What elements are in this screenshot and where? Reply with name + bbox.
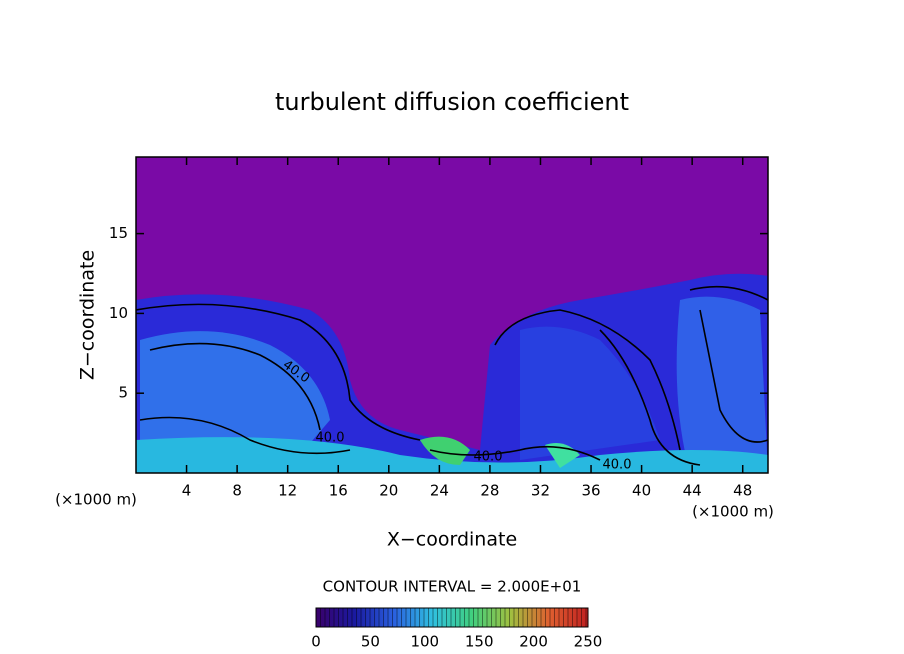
x-tick-label: 20: [379, 482, 398, 500]
colorbar-tick-label: 0: [311, 633, 321, 651]
x-tick-label: 36: [581, 482, 600, 500]
x-tick-label: 16: [329, 482, 348, 500]
x-axis-label: X−coordinate: [387, 529, 517, 551]
y-tick-label: 10: [109, 304, 128, 322]
x-tick-label: 28: [480, 482, 499, 500]
colorbar-tick-label: 250: [574, 633, 603, 651]
x-tick-label: 48: [733, 482, 752, 500]
y-tick-label: 15: [109, 224, 128, 242]
chart-title: turbulent diffusion coefficient: [275, 88, 629, 116]
contour-interval: CONTOUR INTERVAL = 2.000E+01: [323, 578, 582, 596]
x-tick-label: 44: [683, 482, 702, 500]
y-unit-label: (×1000 m): [55, 491, 137, 509]
contour-label: 40.0: [474, 450, 503, 465]
x-tick-label: 4: [182, 482, 192, 500]
contour-label: 40.0: [316, 431, 345, 446]
y-axis-label: Z−coordinate: [77, 250, 99, 380]
plot-frame: [135, 156, 769, 474]
contour-label: 40.0: [603, 458, 632, 473]
contour-field: [136, 157, 768, 473]
colorbar-tick-label: 100: [410, 633, 439, 651]
x-tick-label: 32: [531, 482, 550, 500]
x-tick-label: 8: [232, 482, 242, 500]
x-tick-label: 12: [278, 482, 297, 500]
x-tick-label: 24: [430, 482, 449, 500]
colorbar-tick-label: 50: [361, 633, 380, 651]
x-unit-label: (×1000 m): [692, 503, 774, 521]
y-tick-label: 5: [118, 384, 128, 402]
x-tick-label: 40: [632, 482, 651, 500]
colorbar-tick-label: 150: [465, 633, 494, 651]
colorbar-tick-label: 200: [519, 633, 548, 651]
